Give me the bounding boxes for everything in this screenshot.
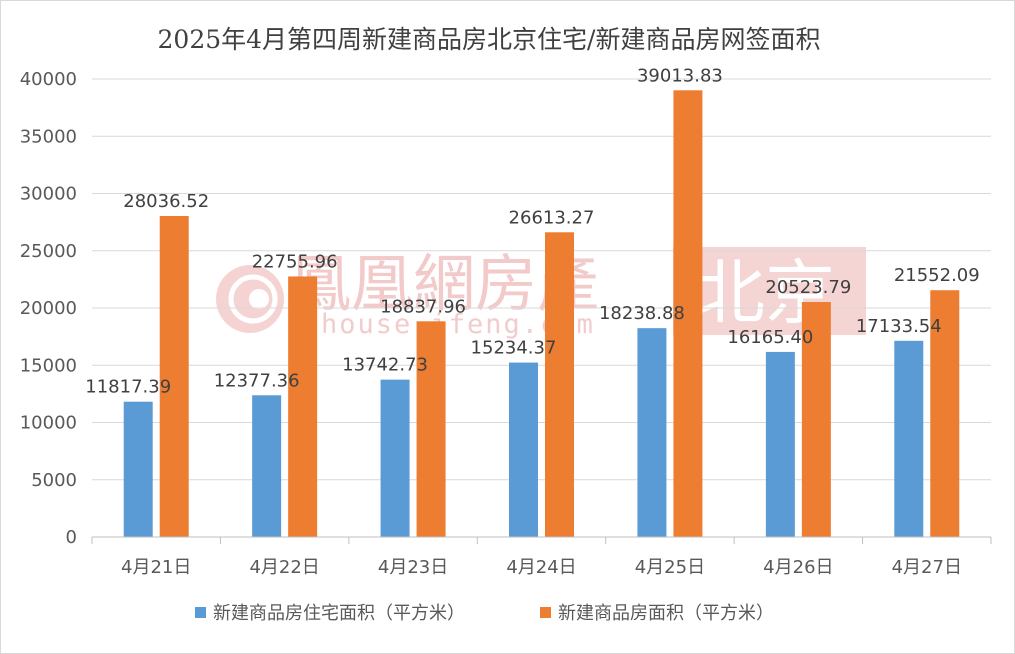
chart-title: 2025年4月第四周新建商品房北京住宅/新建商品房网签面积: [158, 25, 821, 54]
bar-series-2: [801, 302, 831, 537]
watermark-city-box: [673, 247, 866, 335]
legend: 新建商品房住宅面积（平方米） 新建商品房面积（平方米）: [195, 603, 774, 624]
watermark-logo-core: [249, 289, 269, 309]
y-tick-label: 20000: [20, 298, 77, 319]
x-tick-label: 4月22日: [249, 557, 319, 578]
bars: [123, 90, 960, 537]
data-label-series-2: 28036.52: [123, 191, 209, 212]
data-label-series-2: 22755.96: [252, 251, 338, 272]
bar-series-1: [380, 379, 410, 537]
bar-series-2: [159, 215, 189, 537]
bar-series-2: [288, 276, 318, 537]
watermark-logo: [216, 265, 284, 333]
y-tick-label: 5000: [31, 470, 77, 491]
x-tick-label: 4月24日: [506, 557, 576, 578]
bar-series-1: [894, 340, 924, 537]
bar-series-1: [123, 401, 153, 537]
bar-series-2: [930, 290, 960, 537]
data-label-series-1: 15234.37: [471, 338, 557, 359]
y-tick-label: 0: [66, 527, 77, 548]
bar-series-1: [637, 328, 667, 537]
y-tick-label: 15000: [20, 355, 77, 376]
watermark-logo-swirl: [228, 274, 278, 324]
y-tick-label: 30000: [20, 184, 77, 205]
data-labels: 11817.39 28036.52 12377.36 22755.96 13742.73…: [85, 65, 979, 397]
data-label-series-2: 39013.83: [637, 65, 723, 86]
data-label-series-2: 20523.79: [765, 277, 851, 298]
gridlines: [92, 78, 991, 481]
x-tick-label: 4月27日: [892, 557, 962, 578]
y-tick-label: 40000: [20, 69, 77, 90]
legend-swatch: [540, 607, 551, 618]
legend-label: 新建商品房住宅面积（平方米）: [213, 603, 465, 624]
legend-label: 新建商品房面积（平方米）: [558, 603, 774, 624]
data-label-series-2: 18837.96: [380, 296, 466, 317]
y-tick-label: 10000: [20, 413, 77, 434]
y-tick-label: 25000: [20, 241, 77, 262]
bar-series-2: [416, 321, 446, 537]
y-tick-label: 35000: [20, 126, 77, 147]
data-label-series-2: 21552.09: [894, 265, 980, 286]
x-axis-ticks: 4月21日 4月22日 4月23日 4月24日 4月25日 4月26日 4月27日: [121, 557, 962, 578]
bar-series-1: [252, 395, 282, 537]
x-tick-label: 4月25日: [635, 557, 705, 578]
x-tick-label: 4月26日: [763, 557, 833, 578]
x-axis: [91, 536, 992, 544]
x-tick-label: 4月21日: [121, 557, 191, 578]
bar-series-1: [765, 351, 795, 537]
data-label-series-1: 18238.88: [599, 303, 685, 324]
data-label-series-1: 17133.54: [856, 316, 942, 337]
x-tick-label: 4月23日: [378, 557, 448, 578]
bar-series-1: [509, 362, 538, 537]
legend-swatch: [195, 607, 206, 618]
bar-series-2: [673, 90, 703, 537]
data-label-series-1: 11817.39: [85, 377, 171, 398]
data-label-series-1: 12377.36: [214, 370, 300, 391]
data-label-series-2: 26613.27: [509, 207, 595, 228]
data-label-series-1: 16165.40: [727, 327, 813, 348]
bar-series-2: [545, 232, 574, 537]
y-axis-ticks: 0 5000 10000 15000 20000 25000 30000 35000 40000: [20, 69, 77, 548]
data-label-series-1: 13742.73: [342, 355, 428, 376]
